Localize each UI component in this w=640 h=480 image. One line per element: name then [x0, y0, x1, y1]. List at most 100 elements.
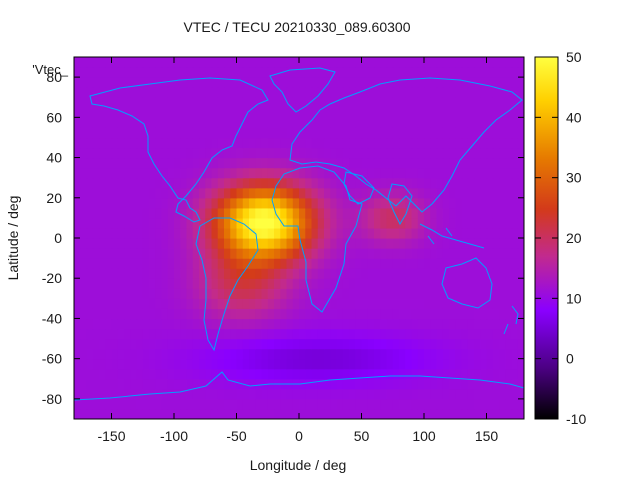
heat-cell — [205, 57, 213, 68]
heat-cell — [324, 227, 331, 239]
heat-cell — [399, 147, 406, 159]
heat-cell — [292, 97, 300, 108]
heat-cell — [205, 348, 213, 360]
heat-cell — [211, 217, 219, 229]
heat-cell — [430, 318, 438, 330]
heat-cell — [80, 368, 88, 380]
heat-cell — [280, 117, 288, 128]
heat-cell — [217, 97, 225, 108]
heat-cell — [74, 187, 81, 199]
heat-cell — [117, 127, 125, 139]
heat-cell — [386, 268, 394, 279]
heat-cell — [142, 288, 150, 299]
heat-cell — [499, 197, 506, 209]
heat-cell — [361, 398, 369, 410]
heat-cell — [255, 378, 263, 390]
heat-cell — [367, 308, 375, 320]
heat-cell — [405, 328, 413, 340]
heat-cell — [211, 177, 219, 189]
heat-cell — [492, 187, 500, 199]
heat-cell — [299, 177, 306, 189]
heat-cell — [511, 57, 519, 68]
heat-cell — [461, 147, 469, 159]
heat-cell — [230, 197, 238, 209]
heat-cell — [205, 288, 213, 299]
heat-cell — [461, 328, 469, 340]
heat-cell — [99, 217, 106, 229]
heat-cell — [217, 147, 225, 159]
heat-cell — [99, 328, 106, 340]
heat-cell — [449, 318, 456, 330]
heat-cell — [392, 308, 400, 320]
heat-cell — [199, 207, 206, 219]
heat-cell — [449, 378, 456, 390]
heat-cell — [430, 248, 438, 259]
heat-cell — [249, 167, 256, 179]
heat-cell — [249, 288, 256, 299]
heat-cell — [167, 258, 175, 269]
heat-cell — [74, 318, 81, 330]
heat-cell — [180, 348, 188, 360]
heat-cell — [505, 368, 513, 380]
heat-cell — [199, 318, 206, 330]
heat-cell — [249, 87, 256, 98]
heat-cell — [174, 378, 181, 390]
heat-cell — [211, 127, 219, 139]
heat-cell — [486, 388, 494, 400]
heat-cell — [217, 338, 225, 350]
heat-cell — [92, 298, 100, 309]
heat-cell — [324, 348, 331, 360]
heat-cell — [230, 127, 238, 139]
heat-cell — [99, 57, 106, 68]
heat-cell — [386, 398, 394, 410]
heat-cell — [461, 127, 469, 139]
heat-cell — [242, 197, 250, 209]
heat-cell — [124, 67, 131, 78]
coastlines — [74, 67, 524, 401]
heat-cell — [186, 328, 194, 340]
heat-cell — [199, 187, 206, 199]
heat-cell — [424, 227, 431, 239]
heat-cell — [230, 378, 238, 390]
heat-cell — [442, 227, 450, 239]
heat-cell — [511, 217, 519, 229]
heat-cell — [342, 77, 350, 88]
heat-cell — [249, 67, 256, 78]
heat-cell — [199, 227, 206, 239]
heat-cell — [499, 137, 506, 149]
heat-cell — [255, 117, 263, 128]
heat-cell — [392, 398, 400, 410]
heat-cell — [436, 167, 444, 179]
heat-cell — [417, 318, 425, 330]
heat-cell — [311, 368, 319, 380]
heat-cell — [111, 388, 119, 400]
heat-cell — [174, 398, 181, 410]
heat-cell — [217, 408, 225, 419]
heat-cell — [292, 388, 300, 400]
heat-cell — [430, 207, 438, 219]
heat-cell — [305, 137, 313, 149]
heat-cell — [499, 77, 506, 88]
heat-cell — [242, 238, 250, 249]
heat-cell — [205, 77, 213, 88]
heat-cell — [111, 348, 119, 360]
heat-cell — [505, 167, 513, 179]
heat-cell — [411, 258, 419, 269]
heat-cell — [430, 77, 438, 88]
heat-cell — [311, 268, 319, 279]
heat-cell — [505, 77, 513, 88]
heat-cell — [205, 368, 213, 380]
heat-cell — [180, 408, 188, 419]
heat-cell — [405, 87, 413, 98]
heat-cell — [236, 107, 244, 118]
heat-cell — [186, 308, 194, 320]
heat-cell — [480, 258, 488, 269]
heat-cell — [230, 338, 238, 350]
heat-cell — [149, 57, 156, 68]
heat-cell — [192, 348, 200, 360]
heat-cell — [280, 157, 288, 169]
heat-cell — [392, 117, 400, 128]
heat-cell — [236, 217, 244, 229]
heat-cell — [80, 338, 88, 350]
heat-cell — [411, 288, 419, 299]
